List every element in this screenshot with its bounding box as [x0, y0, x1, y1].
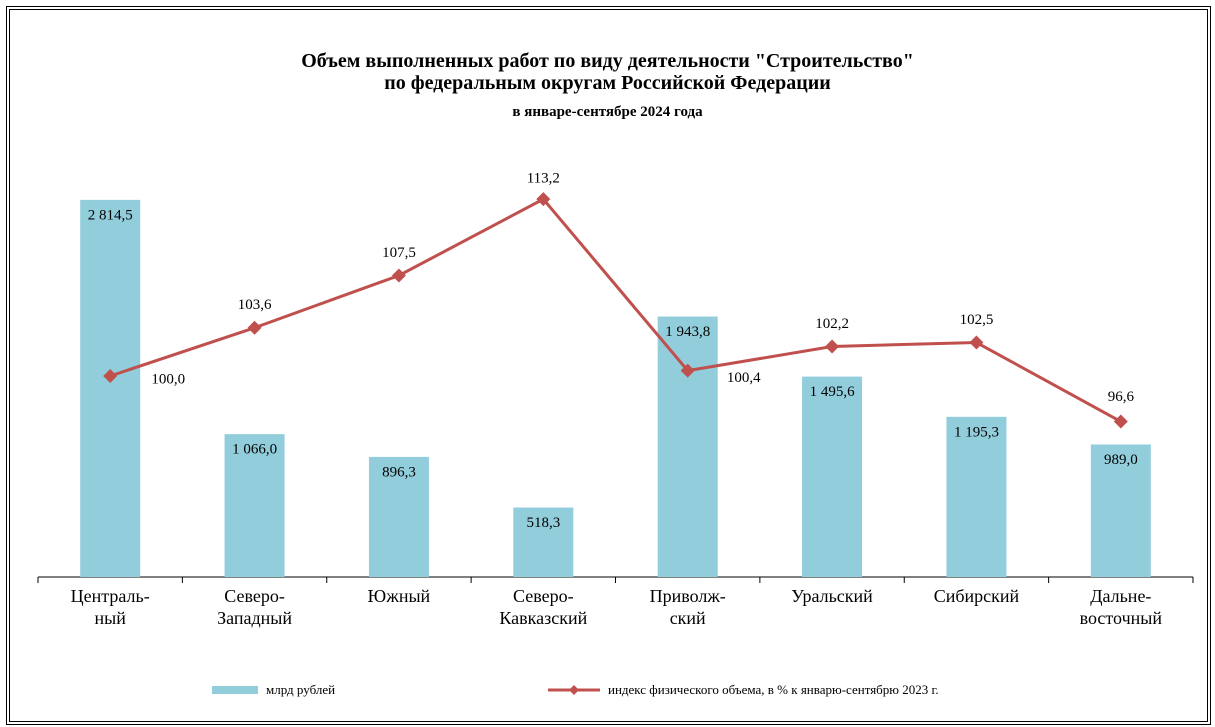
data-label: 2 814,5	[88, 207, 133, 223]
frame	[6, 6, 1211, 725]
legend-marker	[569, 685, 579, 695]
data-label: 1 495,6	[810, 384, 856, 400]
line	[109, 197, 1122, 423]
data-label: 989,0	[1104, 452, 1138, 468]
bar	[1090, 444, 1151, 577]
marker	[825, 339, 840, 354]
bar	[657, 316, 718, 577]
legend-label: млрд рублей	[266, 682, 336, 697]
x-tick-label: Сибирский	[933, 586, 1020, 606]
x-tick-label: Дальне- восточный	[1079, 586, 1162, 628]
legend-label: индекс физического объема, в % к январю-…	[608, 682, 939, 697]
bar	[80, 199, 141, 577]
x-tick-label: Уральский	[791, 586, 873, 606]
x-tick-label: Приволж- ский	[649, 586, 726, 628]
marker	[103, 369, 118, 383]
marker	[536, 192, 551, 207]
data-label: 896,3	[382, 464, 416, 480]
bar	[224, 434, 285, 577]
marker	[680, 363, 695, 378]
x-tick-label: Северо- Кавказский	[499, 586, 588, 628]
chart-subtitle: в январе-сентябре 2024 года	[512, 104, 703, 120]
marker	[1113, 414, 1128, 429]
x-tick-label: Северо- Западный	[217, 586, 293, 628]
bar	[802, 376, 863, 577]
bar	[946, 416, 1007, 577]
data-label: 96,6	[1108, 389, 1135, 405]
bar	[368, 456, 429, 577]
legend-swatch	[212, 686, 258, 694]
data-label: 518,3	[526, 515, 560, 531]
data-label: 1 195,3	[954, 424, 999, 440]
data-label: 100,0	[151, 371, 185, 387]
x-tick-label: Централь- ный	[70, 586, 150, 628]
x-tick-label: Южный	[367, 586, 431, 606]
data-label: 113,2	[527, 171, 560, 187]
data-label: 1 943,8	[665, 324, 710, 340]
data-label: 103,6	[238, 297, 272, 313]
marker	[391, 268, 406, 283]
bar	[513, 507, 574, 577]
data-label: 100,4	[727, 370, 761, 386]
marker	[969, 335, 984, 350]
marker	[247, 320, 262, 335]
data-label: 102,5	[960, 312, 994, 328]
data-label: 102,2	[815, 316, 849, 332]
chart-title: Объем выполненных работ по виду деятельн…	[301, 50, 914, 94]
data-label: 107,5	[382, 245, 416, 261]
data-label: 1 066,0	[232, 442, 277, 458]
